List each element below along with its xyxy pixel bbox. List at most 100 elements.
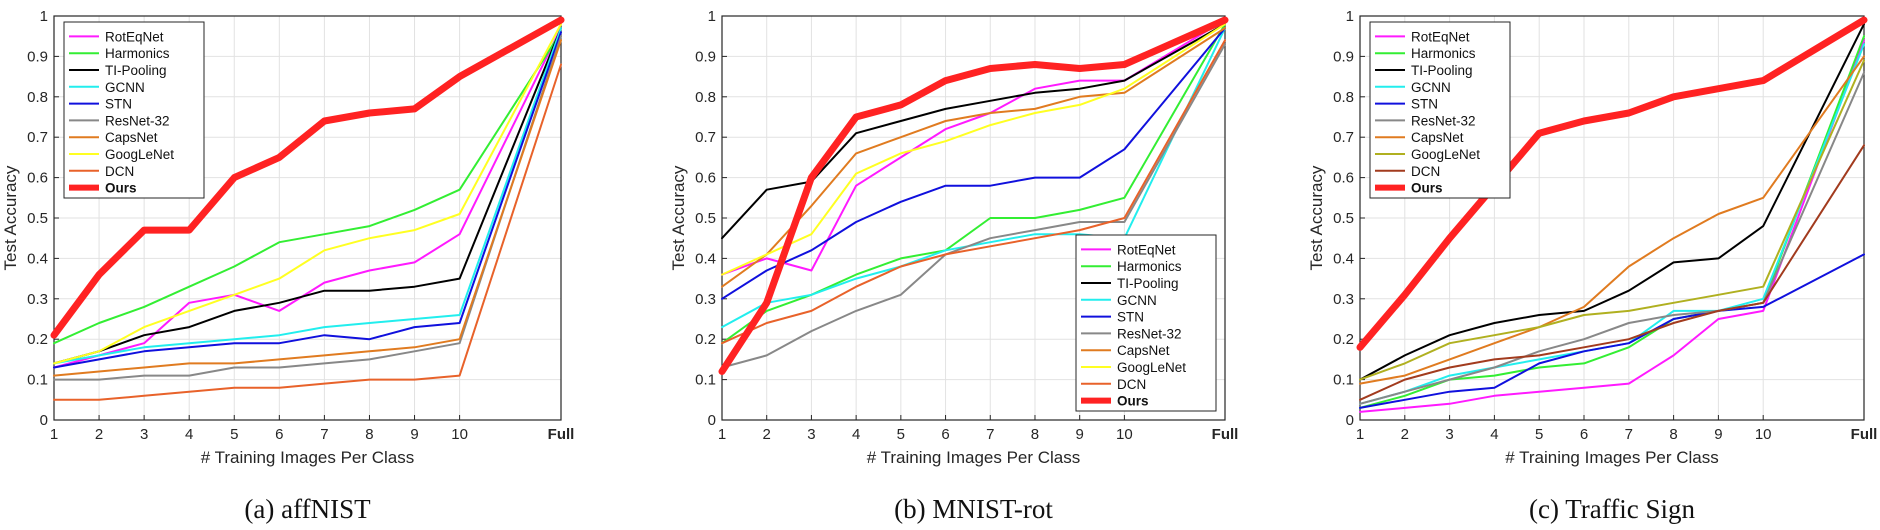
y-tick-label: 0.3: [695, 291, 716, 308]
y-axis-label: Test Accuracy: [1, 165, 20, 270]
y-tick-label: 0.8: [695, 89, 716, 106]
x-tick-label: 3: [807, 426, 815, 443]
y-tick-label: 0.7: [1333, 129, 1354, 146]
x-tick-label: 8: [365, 426, 373, 443]
figure-caption: (c) Traffic Sign: [1529, 494, 1695, 524]
legend: RotEqNet Harmonics TI-Pooling GCNN STNResNet…: [1075, 234, 1217, 412]
y-tick-label: 0.1: [1333, 372, 1354, 389]
legend-label: Harmonics: [1117, 259, 1182, 274]
series-line-roteqnet: [53, 27, 562, 369]
series-line-googlenet: [53, 23, 562, 365]
series-line-stn: [1359, 253, 1865, 409]
legend-label: TI-Pooling: [1411, 63, 1473, 78]
y-tick-label: 0.3: [1333, 291, 1354, 308]
series-line-dcn: [53, 63, 562, 401]
legend-label: RotEqNet: [105, 29, 164, 44]
y-axis-label: Test Accuracy: [669, 165, 688, 270]
series-line-googlenet: [1359, 59, 1865, 381]
series-line-dcn: [721, 39, 1226, 345]
chart-panel-2: 0 0.1 0.2 0.3 0.4 0.5 0.6 0.7 0.8 0.9 1 1 2 3 4 5 6 7 8 9 10…: [669, 8, 1238, 524]
legend-label: TI-Pooling: [105, 63, 167, 78]
y-tick-label: 1: [708, 8, 716, 25]
series-line-resnet-32: [53, 35, 562, 381]
figure-caption: (a) affNIST: [244, 494, 371, 524]
y-tick-label: 0.5: [695, 210, 716, 227]
series-line-roteqnet: [1359, 39, 1865, 413]
series-line-roteqnet: [721, 19, 1226, 276]
y-tick-label: 0.5: [27, 210, 48, 227]
series-line-ours: [1356, 16, 1868, 351]
y-tick-label: 0.7: [27, 129, 48, 146]
x-tick-label: 7: [320, 426, 328, 443]
x-tick-label: 5: [897, 426, 905, 443]
legend-label: Ours: [1411, 181, 1443, 196]
x-tick-label: 1: [718, 426, 726, 443]
legend-label: STN: [1411, 97, 1438, 112]
legend-label: Harmonics: [1411, 46, 1476, 61]
series-line-capsnet: [53, 39, 562, 377]
legend-box: [63, 21, 205, 199]
series-lines: [1356, 16, 1868, 413]
legend-box: [1369, 21, 1511, 199]
legend-label: GoogLeNet: [1117, 360, 1186, 375]
x-tick-label: Full: [1851, 426, 1878, 443]
legend-label: GCNN: [1117, 293, 1157, 308]
x-tick-label: 9: [1076, 426, 1084, 443]
chart-panel-3: 0 0.1 0.2 0.3 0.4 0.5 0.6 0.7 0.8 0.9 1 1 2 3 4 5 6 7 8 9 10…: [1307, 8, 1877, 524]
y-tick-label: 0.9: [27, 48, 48, 65]
y-tick-label: 0.4: [27, 250, 48, 267]
y-tick-label: 1: [1346, 8, 1354, 25]
x-tick-label: 2: [763, 426, 771, 443]
series-lines: [50, 16, 565, 401]
x-tick-label: 9: [1714, 426, 1722, 443]
series-line-ti-pooling: [53, 27, 562, 365]
x-tick-label: 7: [986, 426, 994, 443]
series-line-dcn: [1359, 144, 1865, 401]
y-tick-label: 0.4: [695, 250, 716, 267]
x-tick-label: 8: [1669, 426, 1677, 443]
legend-label: TI-Pooling: [1117, 276, 1179, 291]
figure-caption: (b) MNIST-rot: [894, 494, 1053, 524]
legend: RotEqNet Harmonics TI-Pooling GCNN STNResNet…: [63, 21, 205, 199]
y-tick-label: 0.6: [1333, 170, 1354, 187]
x-tick-label: 10: [1116, 426, 1133, 443]
legend-label: CapsNet: [1411, 130, 1464, 145]
y-tick-label: 0.2: [27, 331, 48, 348]
x-tick-label: 5: [230, 426, 238, 443]
y-tick-label: 0.8: [27, 89, 48, 106]
series-line-capsnet: [1359, 55, 1865, 385]
x-tick-label: 9: [410, 426, 418, 443]
y-tick-label: 0.4: [1333, 250, 1354, 267]
series-line-googlenet: [721, 23, 1226, 276]
legend-label: ResNet-32: [1117, 326, 1182, 341]
legend-label: RotEqNet: [1117, 242, 1176, 257]
y-tick-label: 0.9: [695, 48, 716, 65]
series-line-ti-pooling: [1359, 23, 1865, 381]
x-tick-label: 6: [941, 426, 949, 443]
legend-label: DCN: [1117, 377, 1146, 392]
legend-label: STN: [1117, 310, 1144, 325]
legend-label: RotEqNet: [1411, 29, 1470, 44]
legend-label: GCNN: [105, 80, 145, 95]
series-line-ti-pooling: [721, 23, 1226, 240]
legend: RotEqNet Harmonics TI-Pooling GCNN STNResNet…: [1369, 21, 1511, 199]
y-tick-label: 0.3: [27, 291, 48, 308]
y-tick-label: 0.1: [27, 372, 48, 389]
legend-label: Harmonics: [105, 46, 170, 61]
legend-label: DCN: [105, 164, 134, 179]
x-tick-label: Full: [1212, 426, 1239, 443]
legend-label: CapsNet: [1117, 343, 1170, 358]
y-tick-label: 0.5: [1333, 210, 1354, 227]
series-line-ours: [718, 16, 1229, 375]
y-tick-label: 0.9: [1333, 48, 1354, 65]
y-tick-label: 0.2: [1333, 331, 1354, 348]
legend-label: GoogLeNet: [105, 147, 174, 162]
legend-label: STN: [105, 97, 132, 112]
x-tick-label: 1: [50, 426, 58, 443]
x-axis-label: # Training Images Per Class: [1505, 448, 1719, 467]
series-line-stn: [721, 27, 1226, 300]
y-tick-label: 0.6: [27, 170, 48, 187]
y-tick-label: 1: [40, 8, 48, 25]
x-tick-label: 2: [95, 426, 103, 443]
